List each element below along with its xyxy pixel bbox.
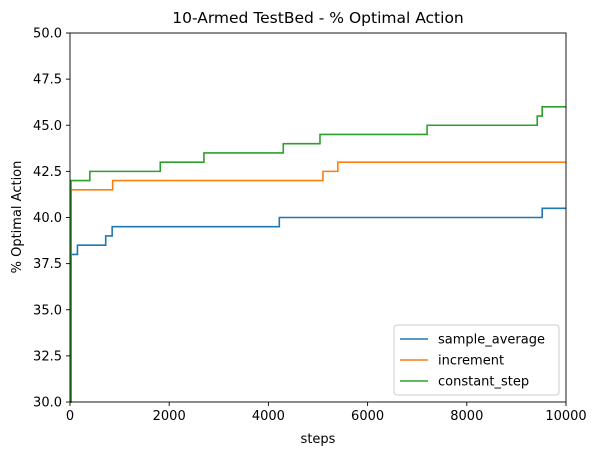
x-tick-label: 2000 <box>153 409 186 424</box>
y-tick-label: 40.0 <box>33 211 62 226</box>
legend-label-increment: increment <box>438 354 504 369</box>
x-tick-label: 8000 <box>450 409 483 424</box>
legend-box <box>393 324 560 396</box>
y-tick-label: 32.5 <box>33 349 62 364</box>
y-axis-label: % Optimal Action <box>10 161 25 274</box>
x-axis-label: steps <box>301 432 336 447</box>
x-tick-label: 10000 <box>545 409 586 424</box>
y-tick-label: 47.5 <box>33 73 62 88</box>
chart-title: 10-Armed TestBed - % Optimal Action <box>172 9 464 27</box>
y-tick-label: 37.5 <box>33 257 62 272</box>
legend-label-sample_average: sample_average <box>438 333 545 348</box>
legend-label-constant_step: constant_step <box>438 375 529 390</box>
x-axis: 0 2000 4000 6000 8000 10000 <box>66 402 587 424</box>
series-line-constant_step <box>70 106 566 403</box>
x-tick-label: 6000 <box>351 409 384 424</box>
y-axis: 30.0 32.5 35.0 37.5 40.0 42.5 45.0 47.5 50.0 <box>33 27 70 411</box>
y-tick-label: 30.0 <box>33 396 62 411</box>
y-tick-label: 35.0 <box>33 303 62 318</box>
y-tick-label: 45.0 <box>33 119 62 134</box>
x-tick-label: 0 <box>66 409 74 424</box>
y-tick-label: 50.0 <box>33 27 62 42</box>
legend: sample_average increment constant_step <box>393 324 560 396</box>
series-line-sample_average <box>70 207 566 403</box>
y-tick-label: 42.5 <box>33 165 62 180</box>
series-layer <box>70 106 566 403</box>
x-tick-label: 4000 <box>252 409 285 424</box>
